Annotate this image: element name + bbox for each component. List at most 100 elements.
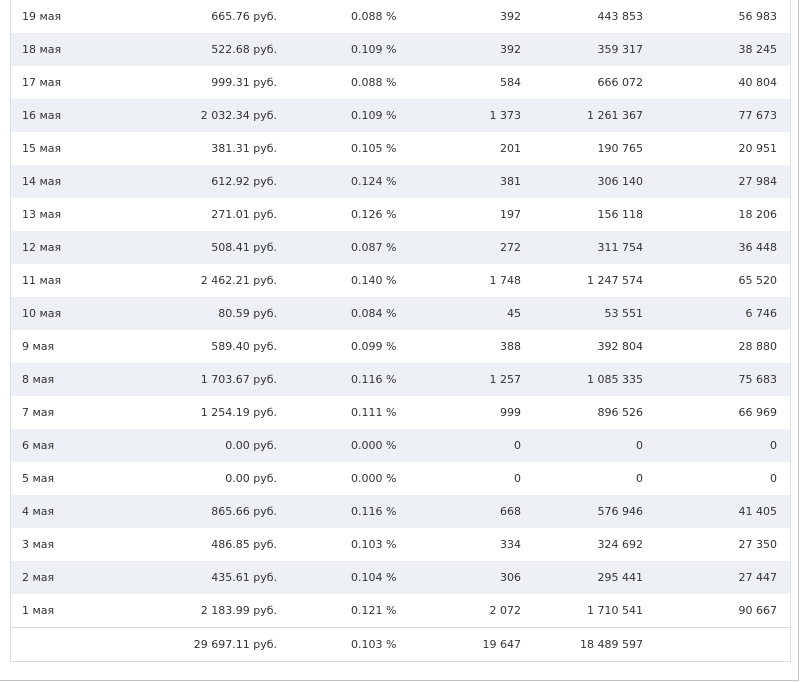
cost-cell: 2 183.99 руб. — [111, 594, 291, 627]
clicks-cell: 668 — [401, 495, 531, 528]
ctr-cell: 0.140 % — [291, 264, 401, 297]
views-cell: 1 247 574 — [531, 264, 656, 297]
table-row: 12 мая 508.41 руб. 0.087 % 272 311 754 36 448 — [11, 231, 790, 264]
clicks-cell: 584 — [401, 66, 531, 99]
cost-cell: 508.41 руб. — [111, 231, 291, 264]
ctr-cell: 0.000 % — [291, 462, 401, 495]
cost-cell: 522.68 руб. — [111, 33, 291, 66]
clicks-cell: 392 — [401, 0, 531, 33]
reach-cell: 75 683 — [656, 363, 790, 396]
reach-cell: 56 983 — [656, 0, 790, 33]
reach-cell: 65 520 — [656, 264, 790, 297]
ctr-cell: 0.109 % — [291, 99, 401, 132]
clicks-cell: 0 — [401, 462, 531, 495]
cost-cell: 865.66 руб. — [111, 495, 291, 528]
table-row: 5 мая 0.00 руб. 0.000 % 0 0 0 — [11, 462, 790, 495]
date-cell: 14 мая — [11, 165, 111, 198]
date-cell: 8 мая — [11, 363, 111, 396]
views-cell: 0 — [531, 462, 656, 495]
date-cell: 2 мая — [11, 561, 111, 594]
views-cell: 1 261 367 — [531, 99, 656, 132]
reach-cell: 90 667 — [656, 594, 790, 627]
table-row: 15 мая 381.31 руб. 0.105 % 201 190 765 20 951 — [11, 132, 790, 165]
ctr-cell: 0.105 % — [291, 132, 401, 165]
views-cell: 443 853 — [531, 0, 656, 33]
reach-cell: 27 447 — [656, 561, 790, 594]
date-cell: 9 мая — [11, 330, 111, 363]
table-row: 14 мая 612.92 руб. 0.124 % 381 306 140 27 984 — [11, 165, 790, 198]
cost-cell: 435.61 руб. — [111, 561, 291, 594]
table-row: 7 мая 1 254.19 руб. 0.111 % 999 896 526 66 96… — [11, 396, 790, 429]
reach-cell: 41 405 — [656, 495, 790, 528]
cost-cell: 80.59 руб. — [111, 297, 291, 330]
ctr-cell: 0.121 % — [291, 594, 401, 627]
stats-table-container: 19 мая 665.76 руб. 0.088 % 392 443 853 56 983… — [10, 0, 791, 662]
ctr-cell: 0.099 % — [291, 330, 401, 363]
cost-cell: 1 254.19 руб. — [111, 396, 291, 429]
table-row: 3 мая 486.85 руб. 0.103 % 334 324 692 27 350 — [11, 528, 790, 561]
reach-cell: 77 673 — [656, 99, 790, 132]
views-cell: 1 710 541 — [531, 594, 656, 627]
table-row: 2 мая 435.61 руб. 0.104 % 306 295 441 27 447 — [11, 561, 790, 594]
reach-cell: 18 206 — [656, 198, 790, 231]
date-cell: 4 мая — [11, 495, 111, 528]
ctr-cell: 0.000 % — [291, 429, 401, 462]
date-cell: 1 мая — [11, 594, 111, 627]
date-cell: 3 мая — [11, 528, 111, 561]
clicks-cell: 197 — [401, 198, 531, 231]
ctr-cell: 0.104 % — [291, 561, 401, 594]
ctr-cell: 0.124 % — [291, 165, 401, 198]
table-row: 11 мая 2 462.21 руб. 0.140 % 1 748 1 247 574… — [11, 264, 790, 297]
ctr-cell: 0.084 % — [291, 297, 401, 330]
ctr-cell: 0.088 % — [291, 0, 401, 33]
date-cell: 15 мая — [11, 132, 111, 165]
clicks-cell: 1 257 — [401, 363, 531, 396]
total-reach-cell — [656, 626, 790, 661]
clicks-cell: 381 — [401, 165, 531, 198]
table-row: 6 мая 0.00 руб. 0.000 % 0 0 0 — [11, 429, 790, 462]
clicks-cell: 306 — [401, 561, 531, 594]
cost-cell: 0.00 руб. — [111, 429, 291, 462]
reach-cell: 36 448 — [656, 231, 790, 264]
table-row: 9 мая 589.40 руб. 0.099 % 388 392 804 28 880 — [11, 330, 790, 363]
total-ctr-cell: 0.103 % — [291, 626, 401, 661]
table-row: 4 мая 865.66 руб. 0.116 % 668 576 946 41 405 — [11, 495, 790, 528]
reach-cell: 0 — [656, 462, 790, 495]
cost-cell: 2 462.21 руб. — [111, 264, 291, 297]
clicks-cell: 45 — [401, 297, 531, 330]
cost-cell: 2 032.34 руб. — [111, 99, 291, 132]
ctr-cell: 0.087 % — [291, 231, 401, 264]
date-cell: 16 мая — [11, 99, 111, 132]
reach-cell: 66 969 — [656, 396, 790, 429]
cost-cell: 486.85 руб. — [111, 528, 291, 561]
table-row: 19 мая 665.76 руб. 0.088 % 392 443 853 56 983 — [11, 0, 790, 33]
table-row: 1 мая 2 183.99 руб. 0.121 % 2 072 1 710 541 9… — [11, 594, 790, 627]
cost-cell: 271.01 руб. — [111, 198, 291, 231]
ctr-cell: 0.126 % — [291, 198, 401, 231]
table-row: 10 мая 80.59 руб. 0.084 % 45 53 551 6 746 — [11, 297, 790, 330]
total-clicks-cell: 19 647 — [401, 626, 531, 661]
cost-cell: 665.76 руб. — [111, 0, 291, 33]
views-cell: 0 — [531, 429, 656, 462]
views-cell: 306 140 — [531, 165, 656, 198]
date-cell: 13 мая — [11, 198, 111, 231]
stats-table: 19 мая 665.76 руб. 0.088 % 392 443 853 56 983… — [11, 0, 790, 661]
cost-cell: 589.40 руб. — [111, 330, 291, 363]
date-cell: 19 мая — [11, 0, 111, 33]
ctr-cell: 0.116 % — [291, 363, 401, 396]
date-cell: 6 мая — [11, 429, 111, 462]
clicks-cell: 392 — [401, 33, 531, 66]
ctr-cell: 0.109 % — [291, 33, 401, 66]
date-cell: 11 мая — [11, 264, 111, 297]
clicks-cell: 1 373 — [401, 99, 531, 132]
clicks-cell: 2 072 — [401, 594, 531, 627]
cost-cell: 0.00 руб. — [111, 462, 291, 495]
views-cell: 311 754 — [531, 231, 656, 264]
total-row: 29 697.11 руб. 0.103 % 19 647 18 489 597 — [11, 626, 790, 661]
reach-cell: 27 350 — [656, 528, 790, 561]
table-row: 13 мая 271.01 руб. 0.126 % 197 156 118 18 206 — [11, 198, 790, 231]
table-row: 8 мая 1 703.67 руб. 0.116 % 1 257 1 085 335 7… — [11, 363, 790, 396]
cost-cell: 999.31 руб. — [111, 66, 291, 99]
reach-cell: 40 804 — [656, 66, 790, 99]
